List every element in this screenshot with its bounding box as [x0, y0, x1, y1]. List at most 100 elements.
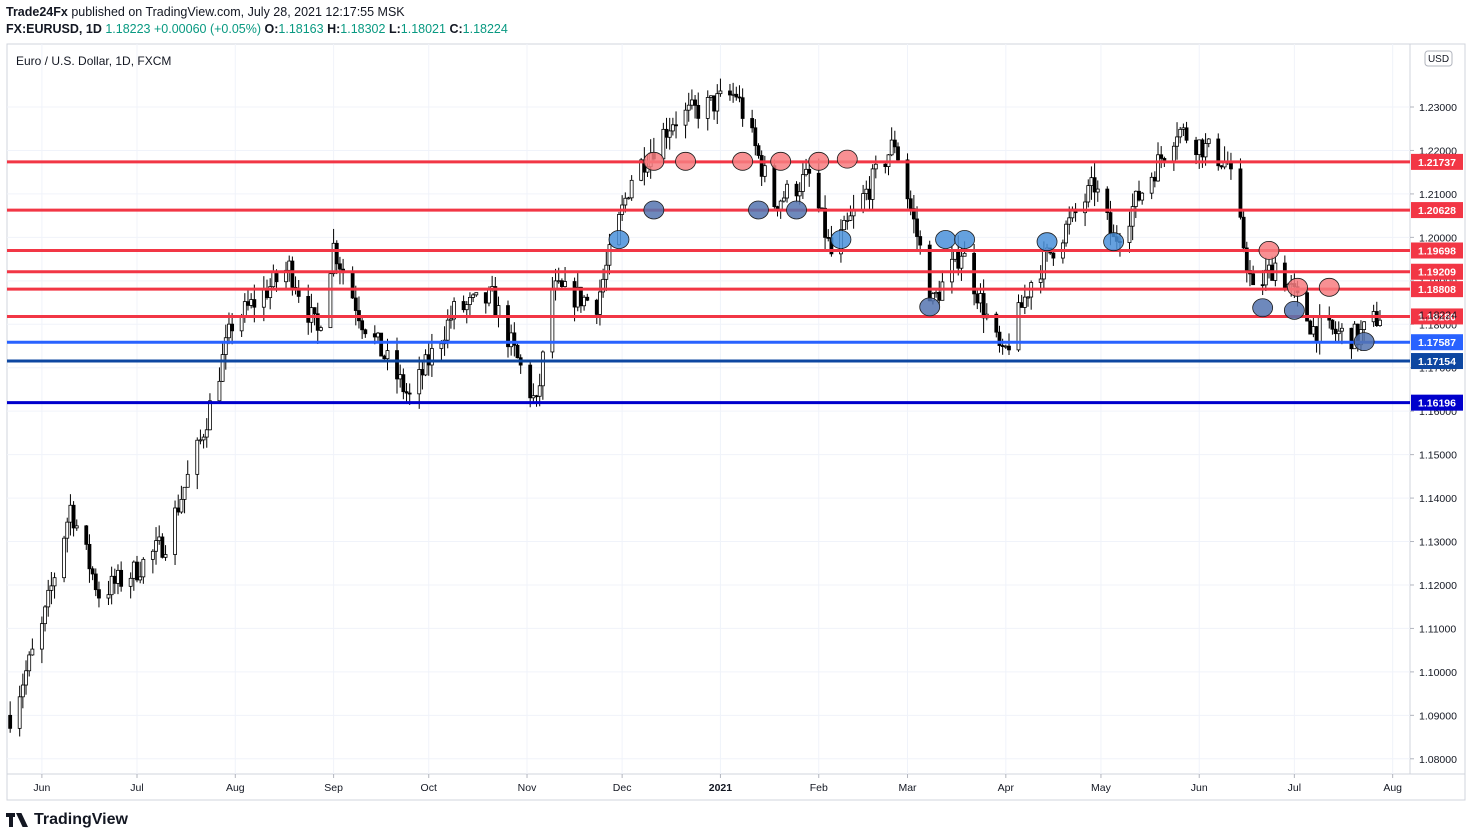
candle-body	[353, 297, 358, 311]
open-value: 1.18163	[278, 22, 324, 36]
candle-body	[718, 90, 723, 95]
candle-body	[493, 286, 498, 317]
candle-body	[176, 507, 181, 513]
candle-body	[150, 550, 155, 560]
candle-body	[934, 292, 938, 295]
level-price-tag	[1411, 353, 1463, 370]
candle-body	[1282, 262, 1287, 290]
x-tick-label: May	[1091, 782, 1112, 794]
candle-body	[271, 271, 276, 288]
resistance-marker	[836, 149, 858, 169]
x-tick-label: Aug	[1383, 782, 1402, 794]
y-tick-label: 1.08000	[1419, 754, 1457, 766]
candle-body	[65, 521, 70, 539]
candle-body	[981, 293, 986, 319]
candle-body	[398, 374, 403, 380]
candle-body	[338, 263, 342, 270]
candle-body	[452, 301, 456, 320]
candle-body	[1194, 139, 1198, 156]
candle-body	[1016, 302, 1021, 351]
y-tick-label: 1.23000	[1419, 102, 1457, 114]
candle-body	[87, 543, 92, 570]
open-label: O:	[264, 22, 279, 36]
candle-body	[797, 191, 802, 197]
x-tick-label: Aug	[226, 782, 245, 794]
candle-body	[750, 118, 755, 129]
level-price-tag	[1411, 334, 1463, 351]
resistance-marker	[770, 151, 792, 171]
candle-body	[756, 145, 761, 156]
candle-body	[1197, 139, 1202, 156]
candle-body	[1216, 138, 1221, 167]
candle-body	[1349, 327, 1354, 350]
candle-body	[598, 291, 602, 315]
candle-body	[1311, 326, 1316, 335]
support-marker	[919, 297, 941, 317]
candle-body	[43, 606, 47, 625]
candle-body	[376, 332, 380, 338]
candle-body	[1156, 154, 1160, 182]
candle-body	[540, 351, 545, 387]
candle-body	[1171, 145, 1176, 162]
candle-body	[90, 568, 95, 575]
x-tick-label: Jun	[1191, 782, 1208, 794]
candle-body	[696, 104, 701, 119]
low-value: 1.18021	[400, 22, 446, 36]
plot-area	[7, 44, 1410, 774]
candle-body	[227, 323, 231, 339]
brand-label: TradingView	[34, 811, 128, 828]
candle-body	[515, 344, 520, 359]
candle-body	[823, 207, 827, 238]
candle-body	[93, 573, 98, 591]
x-tick-label: Feb	[810, 782, 828, 794]
chart-border	[6, 43, 1466, 801]
candle-body	[1178, 128, 1183, 138]
candle-body	[1152, 176, 1157, 182]
breakout-marker	[830, 230, 852, 249]
candle-body	[559, 280, 564, 287]
candle-body	[994, 313, 999, 333]
breakout-marker	[954, 230, 975, 249]
candle-body	[1378, 319, 1382, 326]
candle-body	[471, 294, 476, 298]
level-price-label: 1.20628	[1418, 205, 1456, 217]
candle-body	[693, 99, 697, 106]
support-marker	[1252, 298, 1274, 318]
candle-body	[686, 104, 691, 111]
candle-body	[483, 292, 488, 304]
candle-body	[848, 215, 853, 221]
candle-body	[731, 93, 736, 96]
candle-body	[734, 93, 739, 98]
x-tick-label: Nov	[518, 782, 537, 794]
high-value: 1.18302	[340, 22, 386, 36]
resistance-marker	[732, 151, 754, 171]
support-marker	[1353, 332, 1375, 352]
x-tick-label: Oct	[421, 782, 437, 794]
candle-body	[464, 304, 469, 311]
candle-body	[131, 561, 136, 579]
candle-body	[1229, 162, 1233, 170]
candle-body	[27, 654, 32, 672]
chart-title: Euro / U.S. Dollar, 1D, FXCM	[16, 54, 171, 68]
candle-body	[531, 395, 536, 399]
candle-body	[1159, 154, 1164, 159]
candle-body	[1140, 192, 1145, 201]
candle-body	[896, 146, 900, 161]
candle-body	[1181, 127, 1186, 130]
candle-body	[915, 218, 919, 237]
candle-body	[112, 575, 117, 584]
candle-body	[185, 473, 190, 488]
candle-body	[287, 260, 292, 271]
support-marker	[786, 200, 807, 220]
candle-body	[1260, 284, 1265, 287]
resistance-marker	[675, 151, 696, 171]
candle-body	[892, 139, 897, 148]
candle-body	[908, 198, 913, 210]
last-price: 1.18223	[105, 22, 151, 36]
candle-body	[119, 569, 124, 587]
tradingview-logo[interactable]: TradingView	[6, 811, 128, 829]
breakout-marker	[1036, 232, 1058, 252]
candle-body	[239, 317, 244, 332]
level-price-tag	[1411, 242, 1463, 259]
